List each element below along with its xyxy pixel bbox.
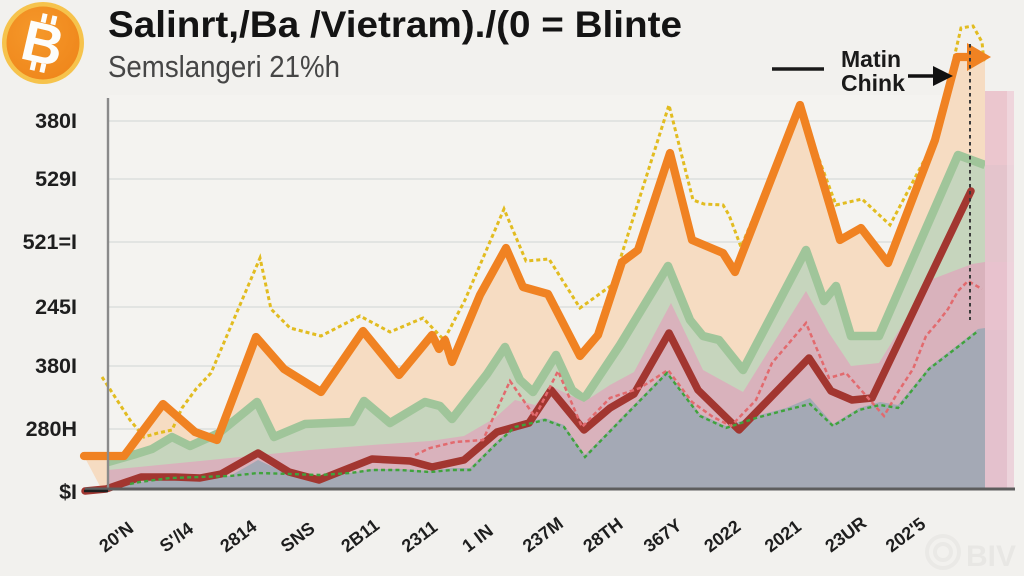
svg-text:245I: 245I: [35, 295, 77, 319]
svg-text:Semslangeri 21%h: Semslangeri 21%h: [108, 49, 340, 84]
svg-text:280H: 280H: [26, 417, 77, 441]
svg-text:521=I: 521=I: [23, 230, 77, 254]
svg-text:529I: 529I: [35, 167, 77, 191]
svg-text:380I: 380I: [35, 109, 77, 133]
svg-text:Matin: Matin: [841, 46, 901, 72]
svg-text:Salinrt,/Ba /Vietram)./(0 = Bl: Salinrt,/Ba /Vietram)./(0 = Blinte: [108, 4, 682, 45]
svg-text:BIV: BIV: [966, 540, 1016, 573]
svg-text:Chink: Chink: [841, 70, 905, 96]
svg-text:$I: $I: [59, 480, 77, 504]
svg-text:380I: 380I: [35, 354, 77, 378]
